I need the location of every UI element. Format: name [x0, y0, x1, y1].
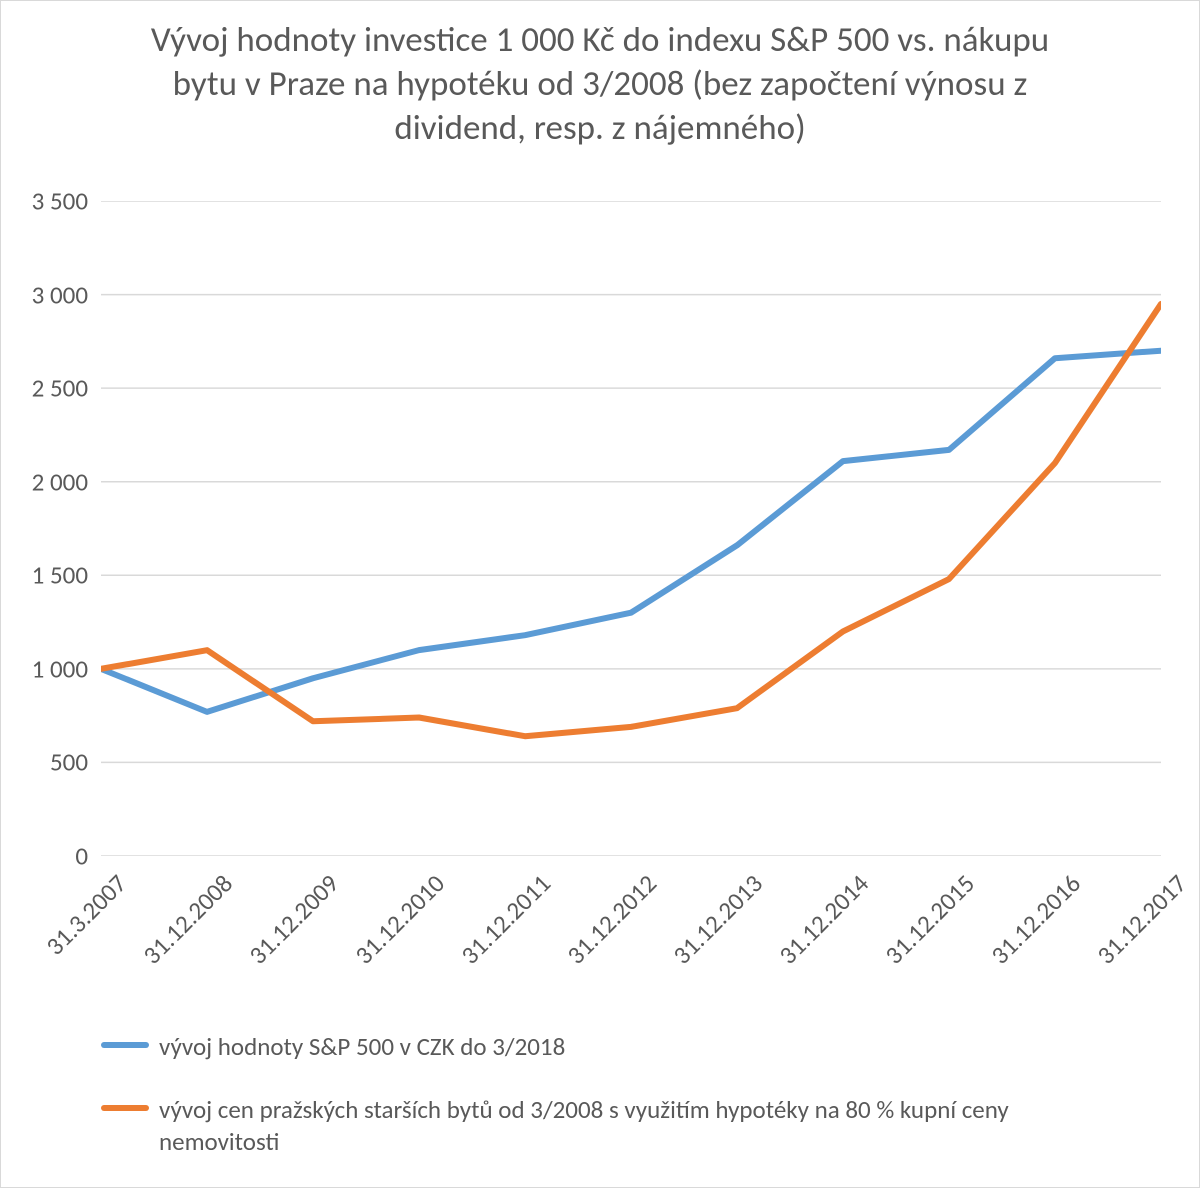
- y-axis: 05001 0001 5002 0002 5003 0003 500: [1, 201, 96, 856]
- plot-svg: [101, 201, 1161, 856]
- legend-swatch: [101, 1105, 149, 1111]
- legend-label: vývoj hodnoty S&P 500 v CZK do 3/2018: [159, 1031, 565, 1062]
- series-line-0: [101, 351, 1161, 712]
- y-tick-label: 500: [50, 747, 88, 778]
- y-tick-label: 1 000: [32, 653, 88, 684]
- legend-item-1: vývoj cen pražských starších bytů od 3/2…: [101, 1094, 1161, 1157]
- x-axis: 31.3.200731.12.200831.12.200931.12.20103…: [101, 856, 1161, 1026]
- y-tick-label: 0: [75, 841, 88, 872]
- y-tick-label: 3 000: [32, 279, 88, 310]
- chart-title: Vývoj hodnoty investice 1 000 Kč do inde…: [140, 19, 1060, 150]
- plot-area: [101, 201, 1161, 856]
- legend-swatch: [101, 1042, 149, 1048]
- y-tick-label: 2 000: [32, 466, 88, 497]
- y-tick-label: 1 500: [32, 560, 88, 591]
- legend-label: vývoj cen pražských starších bytů od 3/2…: [159, 1094, 1119, 1157]
- legend-item-0: vývoj hodnoty S&P 500 v CZK do 3/2018: [101, 1031, 1161, 1062]
- y-tick-label: 3 500: [32, 186, 88, 217]
- y-tick-label: 2 500: [32, 373, 88, 404]
- series-line-1: [101, 304, 1161, 736]
- chart-container: Vývoj hodnoty investice 1 000 Kč do inde…: [0, 0, 1200, 1188]
- legend: vývoj hodnoty S&P 500 v CZK do 3/2018 výv…: [101, 1031, 1161, 1189]
